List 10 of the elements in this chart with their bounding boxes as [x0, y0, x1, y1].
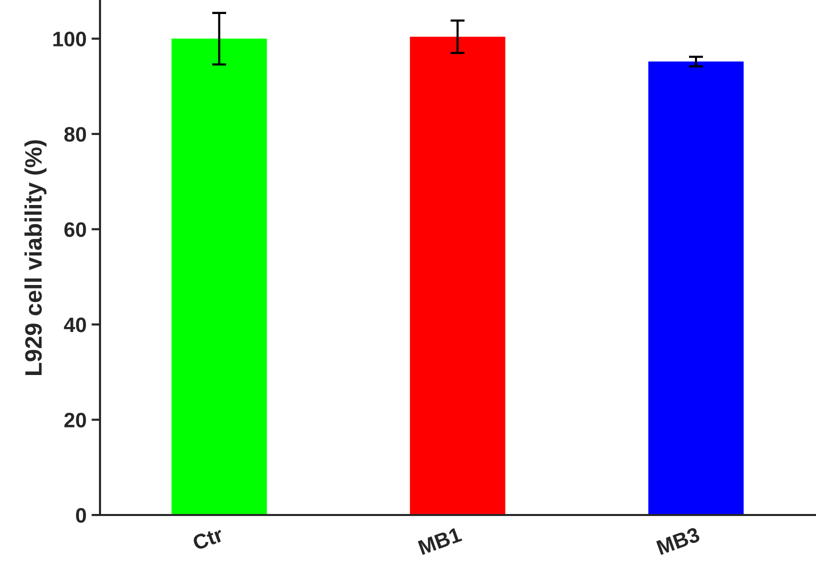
- y-tick-label: 20: [64, 412, 86, 428]
- y-tick-label: 0: [76, 508, 86, 523]
- x-tick-label: Ctr: [192, 526, 224, 550]
- y-tick-label: 40: [64, 317, 86, 332]
- x-tick-label: MB3: [656, 526, 701, 556]
- y-tick-label: 80: [64, 126, 86, 142]
- y-tick-label: 100: [53, 32, 86, 46]
- y-axis-title: L929 cell viability (%): [24, 140, 46, 375]
- x-tick-label: MB1: [418, 527, 462, 555]
- y-tick-label: 60: [64, 222, 86, 237]
